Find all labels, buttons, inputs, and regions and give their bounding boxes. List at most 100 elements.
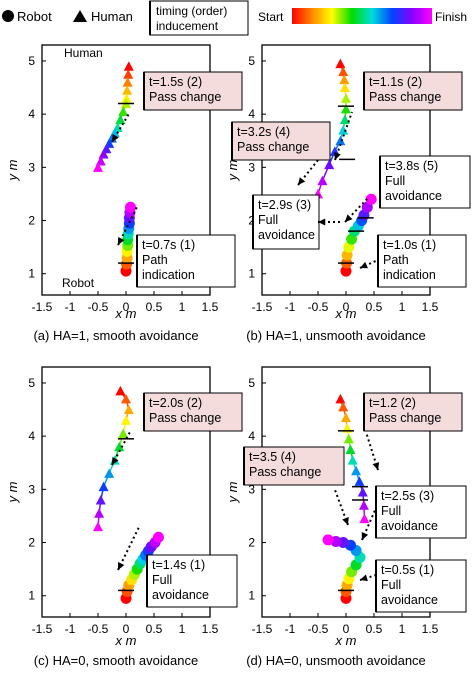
human-point <box>357 487 368 497</box>
x-tick-label: 1.5 <box>422 300 439 314</box>
timing-legend-line1: timing (order) <box>156 4 227 18</box>
color-gradient-bar <box>292 8 432 24</box>
y-axis-label: y m <box>225 481 240 503</box>
panel-caption: (c) HA=0, smooth avoidance <box>34 653 198 668</box>
annotation-box: t=3.5 (4)Pass change <box>243 446 345 486</box>
robot-point <box>124 201 136 213</box>
annotation-text: Pass change <box>249 465 321 479</box>
human-legend-marker <box>73 10 87 22</box>
human-point <box>122 85 133 95</box>
annotation-box: t=3.2s (4)Pass change <box>231 121 331 161</box>
x-tick-label: 0 <box>123 300 130 314</box>
human-point <box>358 500 369 510</box>
human-point <box>123 69 134 79</box>
arrow-head <box>318 218 326 226</box>
panel-b: -1.5 -1 -0.5 0 0.5 1 1.5 1 2 3 4 5 x m y m (b) HA=1, u… <box>225 44 471 343</box>
x-tick-label: -0.5 <box>308 622 329 636</box>
y-tick-label: 2 <box>28 536 35 550</box>
human-legend-label: Human <box>91 9 133 24</box>
human-point <box>122 77 133 87</box>
annotation-box: t=2.0s (2)Pass change <box>143 392 243 432</box>
y-tick-label: 1 <box>248 589 255 603</box>
x-axis-label: x m <box>335 306 357 321</box>
annotation-text: t=3.2s (4) <box>237 125 290 139</box>
annotation-box: t=1.2 (2)Pass change <box>363 392 463 432</box>
human-point <box>335 58 346 69</box>
annotation-frame <box>377 234 467 288</box>
human-point <box>335 393 346 404</box>
annotation-text: t=2.9s (3) <box>258 198 311 212</box>
annotation-text: avoidance <box>385 189 442 203</box>
y-tick-label: 3 <box>248 482 255 496</box>
y-tick-label: 1 <box>248 267 255 281</box>
robot-legend-label: Robot <box>17 9 52 24</box>
arrow-head <box>342 517 349 525</box>
x-tick-label: 0 <box>123 622 130 636</box>
x-tick-label: 1.5 <box>422 622 439 636</box>
y-axis-label: y m <box>5 159 20 181</box>
human-point <box>98 149 109 159</box>
annotation-box: t=1.5s (2)Pass change <box>143 71 243 111</box>
x-tick-label: -1 <box>285 622 296 636</box>
panel-d: -1.5 -1 -0.5 0 0.5 1 1.5 1 2 3 4 5 x m y m (d) HA=0, u… <box>225 366 467 668</box>
human-point <box>123 404 134 415</box>
annotation-frame <box>363 71 463 111</box>
robot-point <box>322 534 334 546</box>
annotation-frame <box>375 485 467 539</box>
robot-point <box>340 265 352 277</box>
human-point <box>95 494 106 505</box>
annotation-text: t=1.1s (2) <box>369 75 422 89</box>
y-tick-label: 3 <box>28 160 35 174</box>
human-point <box>121 93 132 103</box>
human-point <box>341 103 351 114</box>
y-tick-label: 5 <box>248 54 255 68</box>
x-axis-label: x m <box>115 306 137 321</box>
y-tick-label: 5 <box>28 54 35 68</box>
annotation-text: t=1.4s (1) <box>152 558 205 572</box>
corner-label-robot: Robot <box>62 276 95 290</box>
annotation-text: Pass change <box>369 90 441 104</box>
annotation-text: Path <box>142 253 168 267</box>
human-point <box>114 441 125 452</box>
x-tick-label: -0.5 <box>88 300 109 314</box>
robot-legend-marker <box>2 10 14 22</box>
x-tick-label: -1.5 <box>32 622 53 636</box>
arrow-head <box>360 261 368 269</box>
y-tick-label: 3 <box>28 482 35 496</box>
y-tick-label: 2 <box>28 214 35 228</box>
x-tick-label: 1 <box>179 622 186 636</box>
dotted-arrow <box>334 111 353 161</box>
human-point <box>351 465 362 476</box>
annotation-text: indication <box>142 268 195 282</box>
arrow-head <box>298 177 306 185</box>
arrow-head <box>361 532 369 540</box>
annotation-text: Full <box>385 174 405 188</box>
y-tick-label: 4 <box>28 429 35 443</box>
annotation-text: t=3.8s (5) <box>385 159 438 173</box>
x-axis-label: x m <box>335 633 357 648</box>
annotation-frame <box>146 554 238 608</box>
human-point <box>339 74 350 85</box>
robot-point <box>152 531 164 543</box>
human-point <box>94 508 105 518</box>
annotation-text: t=0.7s (1) <box>142 238 195 252</box>
annotation-text: avoidance <box>381 519 438 533</box>
y-tick-label: 3 <box>248 160 255 174</box>
annotation-text: Pass change <box>237 140 309 154</box>
human-point <box>121 415 131 425</box>
human-point <box>338 125 349 135</box>
x-tick-label: 1 <box>399 622 406 636</box>
human-point <box>338 401 349 412</box>
annotation-text: t=3.5 (4) <box>249 450 296 464</box>
arrow-head <box>372 462 380 470</box>
annotation-text: Pass change <box>369 411 441 425</box>
human-point <box>345 444 356 454</box>
human-point <box>339 114 350 124</box>
x-tick-label: -1 <box>65 300 76 314</box>
x-tick-label: -0.5 <box>308 300 329 314</box>
panel-a: -1.5 -1 -0.5 0 0.5 1 1.5 1 2 3 4 5 x m y m (a) HA=1, s… <box>5 44 243 343</box>
